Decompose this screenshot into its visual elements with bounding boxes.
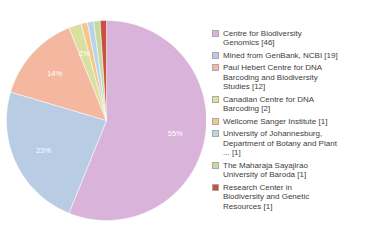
html-text:Centre for Biodiversity Genomi: Centre for Biodiversity Genomics [46] — [223, 28, 302, 48]
html-text:Mined from GenBank, NCBI [19]: Mined from GenBank, NCBI [19] — [223, 50, 338, 60]
svg-text:2%: 2% — [79, 49, 90, 58]
html-text:Research Center in Biodiversit: Research Center in Biodiversity and Gene… — [223, 182, 310, 211]
html-text:University of Johannesburg, De: University of Johannesburg, Department o… — [223, 129, 337, 158]
svg-text:14%: 14% — [47, 69, 62, 78]
html-text:Wellcome Sanger Institute [1]: Wellcome Sanger Institute [1] — [223, 116, 328, 126]
svg-text:55%: 55% — [168, 129, 183, 138]
html-text:Paul Hebert Centre for DNA Bar: Paul Hebert Centre for DNA Barcoding and… — [223, 63, 323, 92]
html-text:The Maharaja Sayajirao Univers: The Maharaja Sayajirao University of Bar… — [223, 160, 308, 180]
html-text:Canadian Centre for DNA Barcod: Canadian Centre for DNA Barcoding [2] — [223, 94, 315, 114]
svg-text:23%: 23% — [36, 146, 51, 155]
